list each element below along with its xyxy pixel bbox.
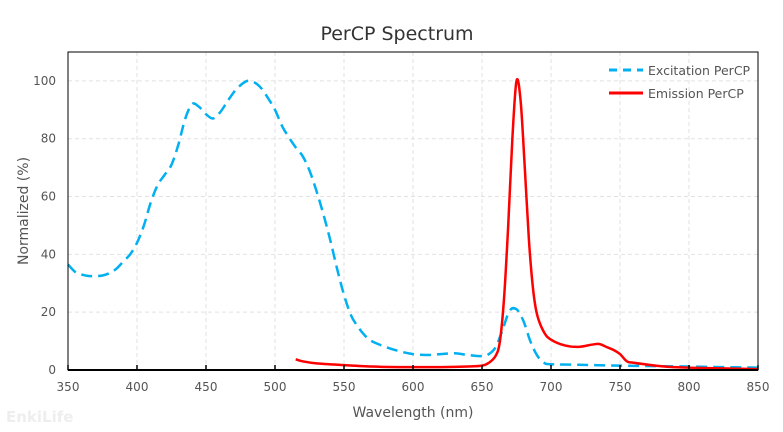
x-tick-label: 850 bbox=[747, 380, 770, 394]
excitation-line bbox=[67, 79, 759, 369]
legend-emission-label: Emission PerCP bbox=[648, 86, 744, 101]
x-tick-label: 650 bbox=[471, 380, 494, 394]
x-tick-label: 500 bbox=[264, 380, 287, 394]
x-tick-label: 400 bbox=[126, 380, 149, 394]
y-tick-label: 60 bbox=[41, 190, 56, 204]
grid bbox=[68, 52, 758, 370]
y-tick-label: 40 bbox=[41, 247, 56, 261]
y-ticks: 0 20 40 60 80 100 bbox=[33, 74, 56, 377]
x-tick-label: 800 bbox=[678, 380, 701, 394]
legend-excitation-label: Excitation PerCP bbox=[648, 63, 751, 78]
x-tick-label: 750 bbox=[609, 380, 632, 394]
x-tick-label: 600 bbox=[402, 380, 425, 394]
y-tick-label: 100 bbox=[33, 74, 56, 88]
x-tick-label: 450 bbox=[195, 380, 218, 394]
y-axis-label: Normalized (%) bbox=[16, 157, 32, 265]
x-ticks: 350 400 450 500 550 600 650 700 750 800 850 bbox=[57, 365, 770, 394]
x-axis-label: Wavelength (nm) bbox=[353, 405, 474, 421]
series-group bbox=[67, 78, 759, 371]
x-tick-label: 550 bbox=[333, 380, 356, 394]
chart-title: PerCP Spectrum bbox=[320, 23, 473, 45]
y-tick-label: 80 bbox=[41, 132, 56, 146]
emission-line bbox=[295, 78, 759, 371]
x-tick-label: 700 bbox=[540, 380, 563, 394]
y-tick-label: 20 bbox=[41, 305, 56, 319]
y-tick-label: 0 bbox=[48, 363, 56, 377]
legend: Excitation PerCP Emission PerCP bbox=[609, 63, 751, 101]
x-tick-label: 350 bbox=[57, 380, 80, 394]
watermark: EnkiLife bbox=[6, 408, 73, 426]
